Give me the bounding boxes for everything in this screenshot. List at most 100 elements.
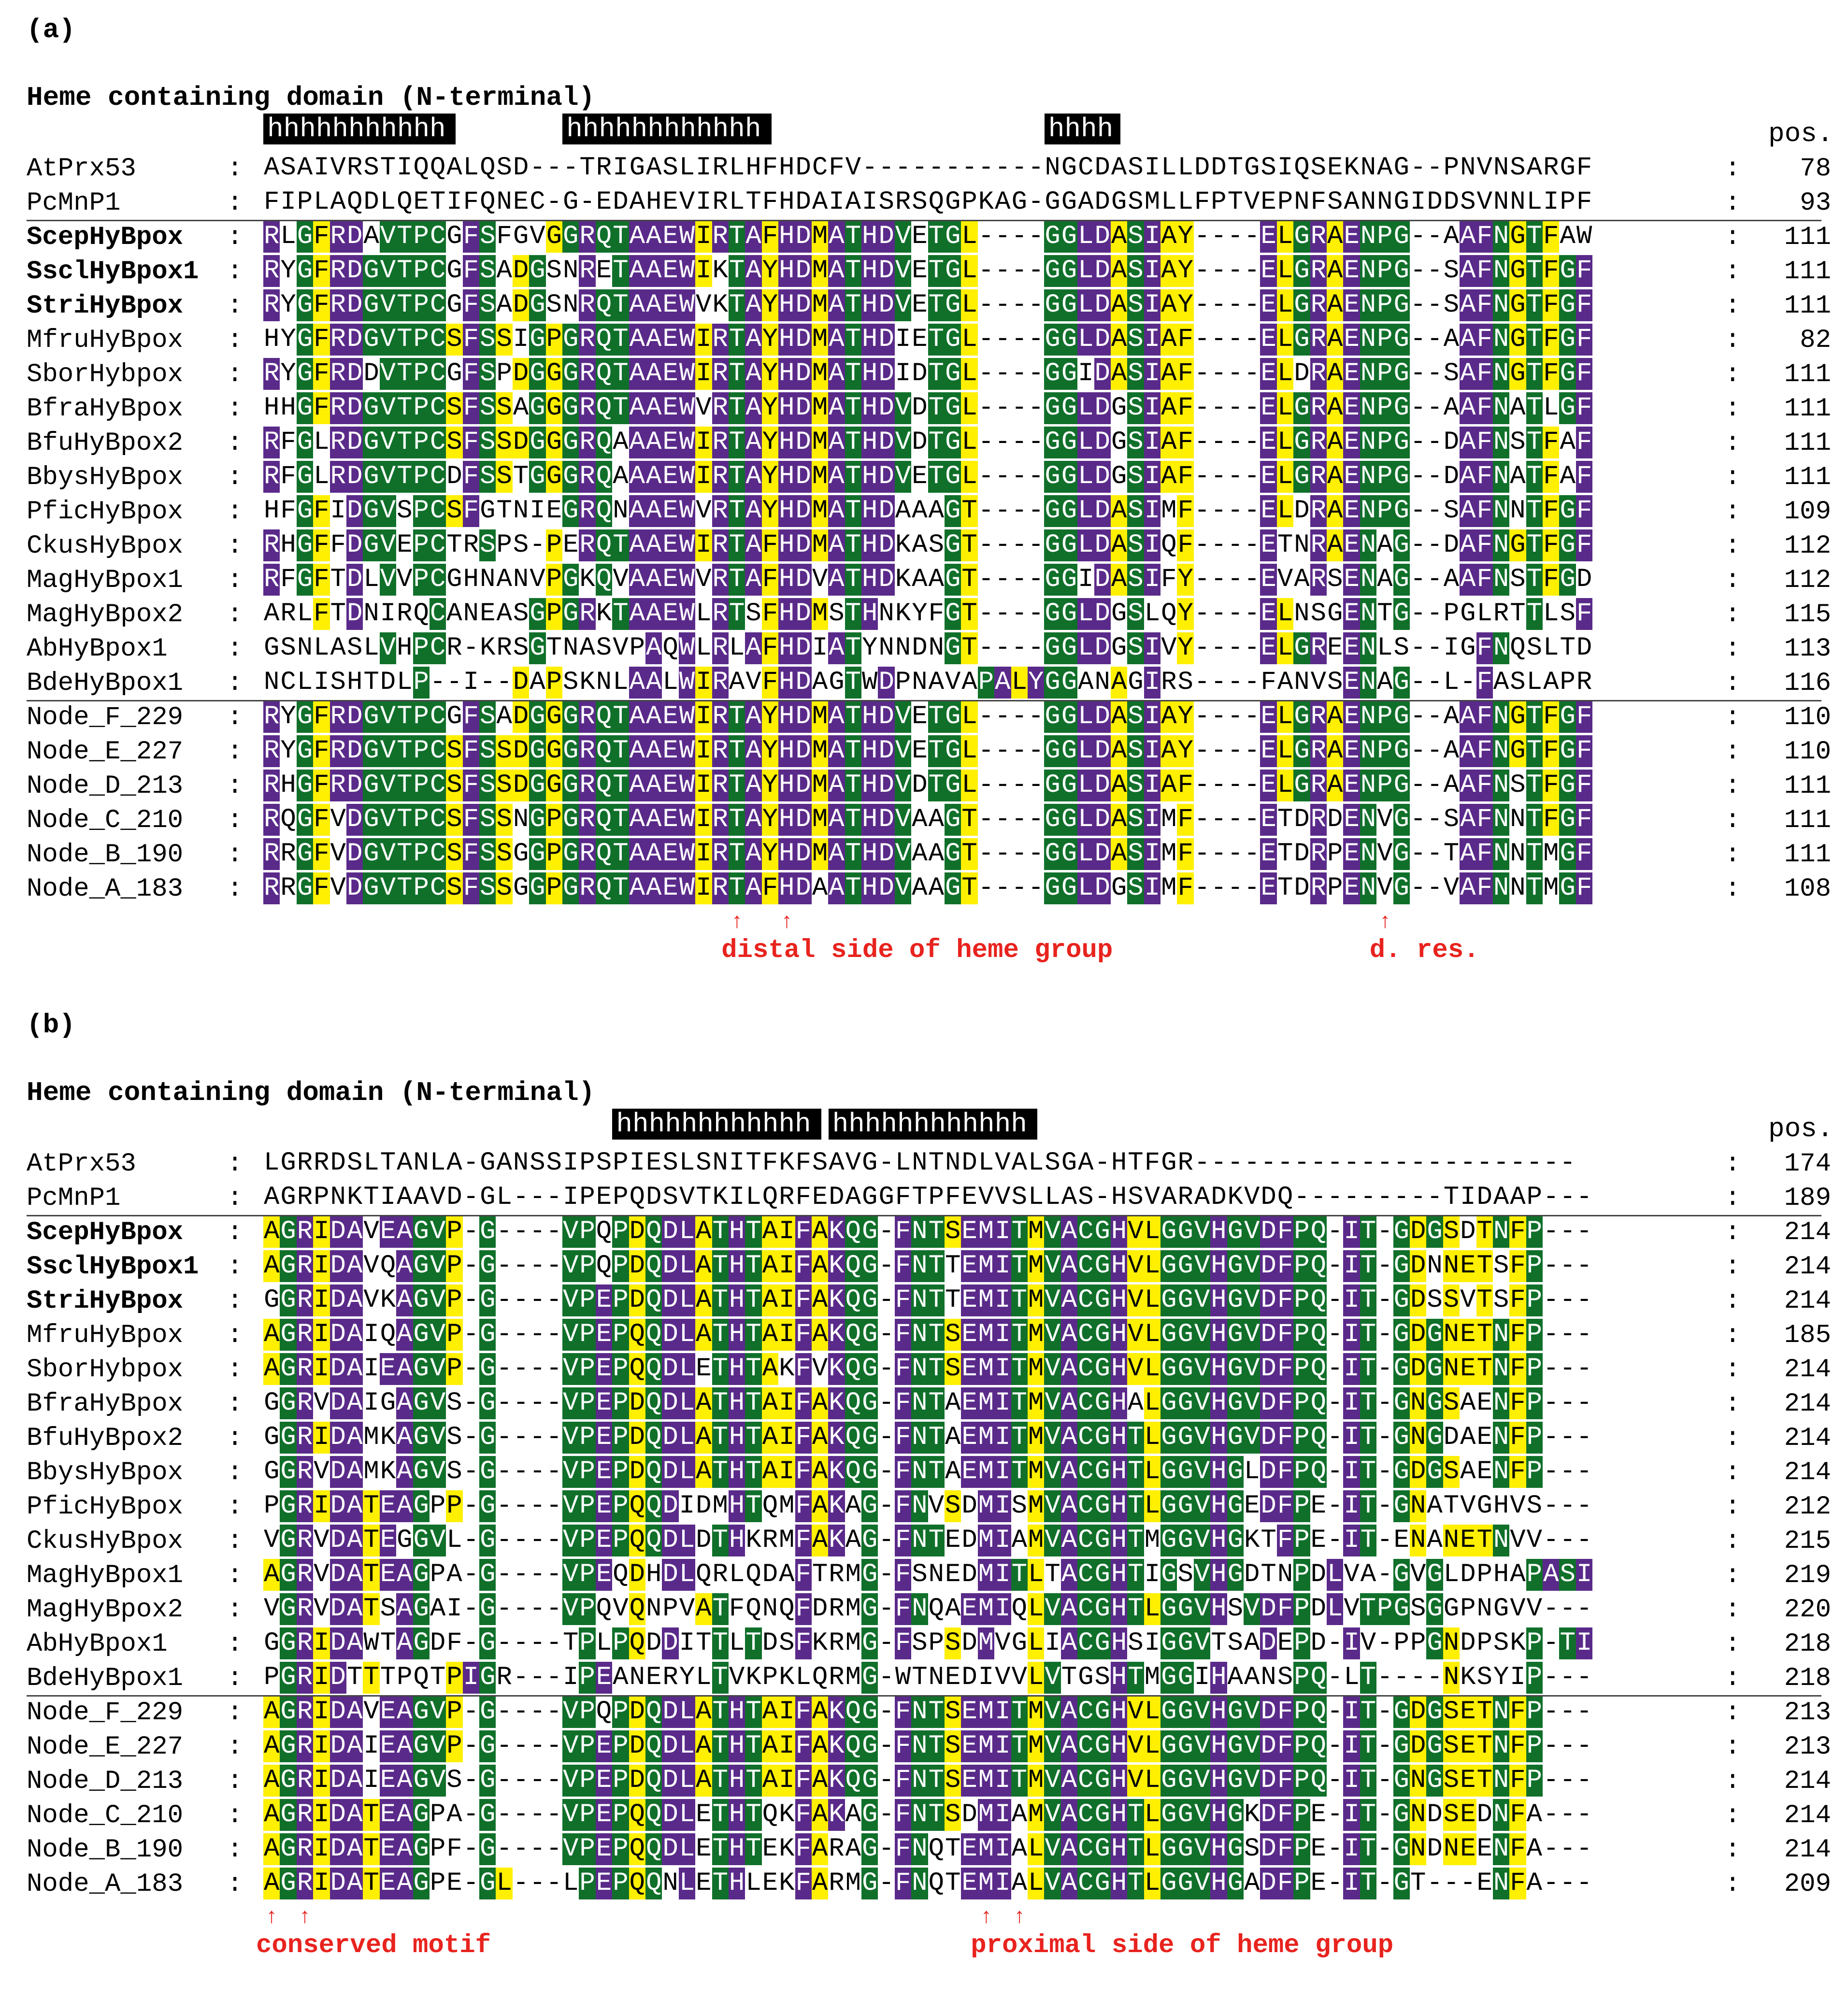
residue: F (1543, 529, 1560, 561)
residue: R (329, 221, 346, 253)
residue: T (1277, 805, 1293, 834)
residue: M (1144, 1663, 1160, 1692)
residue: F (463, 187, 479, 217)
residue: H (1110, 1833, 1128, 1865)
residue: M (811, 427, 829, 458)
residue: - (1327, 1800, 1343, 1829)
residue: A (629, 804, 645, 836)
residue: D (346, 427, 363, 458)
residue: K (712, 290, 728, 320)
residue: T (1526, 701, 1543, 733)
residue: G (1111, 187, 1127, 217)
residue: L (961, 289, 978, 321)
residue: H (779, 187, 795, 217)
residue: G (1161, 1148, 1177, 1178)
residue: G (1393, 358, 1410, 390)
residue: F (462, 770, 480, 801)
residue: - (1227, 222, 1244, 251)
residue: G (1044, 804, 1061, 836)
residue: - (513, 1594, 529, 1624)
residue: A (396, 1353, 413, 1385)
sequence-name: AtPrx53 (27, 1149, 136, 1179)
residue: P (413, 358, 430, 390)
residue: D (912, 428, 928, 457)
residue: L (1177, 187, 1193, 217)
residue: L (1027, 1833, 1045, 1865)
residue: A (263, 1250, 280, 1282)
residue: N (480, 565, 496, 594)
residue: N (1427, 1251, 1443, 1281)
residue: - (1211, 839, 1227, 869)
residue: - (1377, 1526, 1393, 1555)
residue: R (280, 599, 296, 628)
residue: I (363, 1731, 379, 1761)
residue: L (1077, 427, 1094, 458)
residue: - (463, 1148, 479, 1178)
residue: S (1526, 1491, 1543, 1521)
residue: A (263, 1833, 280, 1865)
residue: L (678, 1559, 696, 1591)
residue: D (346, 564, 363, 596)
residue: I (1343, 1868, 1360, 1899)
residue: A (1377, 153, 1393, 183)
residue: R (296, 1593, 314, 1625)
residue: A (496, 565, 512, 594)
residue: L (1077, 392, 1094, 424)
residue: D (1260, 1593, 1277, 1625)
residue: S (330, 668, 346, 697)
residue: L (1377, 633, 1393, 663)
residue: G (1560, 153, 1576, 183)
residue: I (380, 599, 396, 628)
residue: G (861, 1627, 878, 1659)
separator-colon: : (1725, 428, 1741, 458)
residue: T (1011, 1353, 1028, 1385)
residue: E (696, 1869, 712, 1898)
residue: P (1526, 1627, 1543, 1659)
residue: - (1327, 1251, 1343, 1281)
residue: G (1060, 872, 1078, 904)
residue: C (429, 735, 446, 767)
residue: F (1576, 392, 1593, 424)
residue: G (529, 427, 546, 458)
residue: - (1410, 496, 1426, 526)
residue: T (928, 1456, 945, 1488)
residue: P (579, 1868, 596, 1899)
residue: P (413, 461, 430, 493)
alignment-row: AbHyBpox1: G G R I D A W T A G D F - G - - - - T P L P Q D D I T T L T… (0, 1627, 1848, 1661)
residue: - (1427, 325, 1443, 354)
residue: F (795, 1422, 812, 1454)
residue: N (563, 256, 579, 285)
residue: - (530, 1663, 545, 1692)
residue: T (380, 1148, 396, 1178)
residue: P (1293, 1284, 1310, 1316)
annotation-arrow: ↑ (980, 1905, 993, 1929)
residue: A (1560, 222, 1576, 251)
residue: D (662, 1353, 679, 1385)
residue: P (612, 1422, 629, 1454)
residue: - (446, 668, 462, 697)
residue: H (1110, 1250, 1128, 1282)
residue: G (1393, 667, 1410, 699)
separator-colon: : (227, 1321, 243, 1350)
residue: P (613, 1183, 629, 1212)
residue: T (1526, 770, 1543, 801)
residue: - (1560, 1800, 1576, 1829)
residue: - (978, 428, 994, 457)
sequence-name: Node_F_229 (27, 703, 184, 732)
residue: N (1360, 392, 1377, 424)
residue: S (446, 392, 463, 424)
residue: V (429, 1250, 446, 1282)
residue: I (1343, 1284, 1360, 1316)
residue: - (1011, 256, 1027, 285)
separator-colon: : (1725, 394, 1741, 424)
residue: D (346, 838, 363, 870)
residue: I (330, 496, 346, 526)
residue: Y (280, 290, 296, 320)
residue: M (977, 1319, 995, 1351)
residue: V (379, 427, 397, 458)
residue: A (1460, 1388, 1476, 1418)
residue: T (1127, 1662, 1144, 1694)
residue: F (1576, 735, 1593, 767)
residue: F (462, 735, 480, 767)
